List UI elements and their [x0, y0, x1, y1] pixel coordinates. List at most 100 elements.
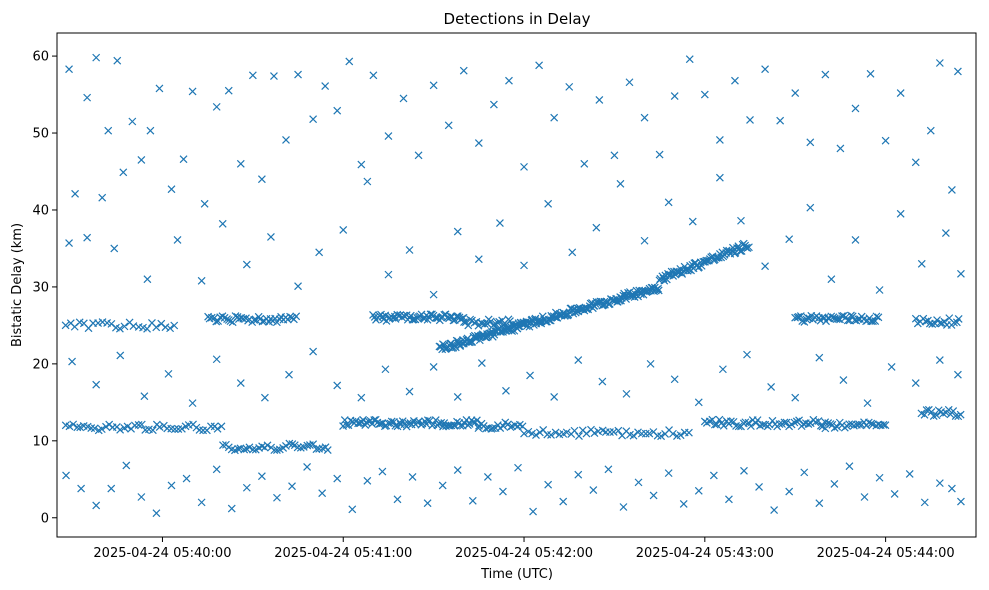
- data-point-416: [423, 315, 432, 324]
- data-point-845: [321, 82, 330, 91]
- data-point-828: [128, 117, 137, 126]
- data-point-1026: [947, 484, 956, 493]
- data-point-1020: [860, 493, 869, 501]
- data-point-982: [288, 482, 296, 491]
- data-point-26: [155, 423, 164, 431]
- data-point-301: [932, 411, 941, 420]
- data-point-853: [429, 81, 438, 90]
- data-point-8: [90, 424, 99, 433]
- data-point-952: [622, 389, 631, 398]
- data-point-907: [474, 255, 483, 264]
- data-point-892: [110, 244, 119, 253]
- data-point-217: [685, 428, 693, 437]
- data-point-186: [562, 428, 571, 437]
- data-point-829: [137, 156, 146, 164]
- data-point-1007: [664, 469, 673, 478]
- data-point-304: [939, 409, 948, 418]
- data-point-901: [339, 226, 348, 234]
- data-point-197: [606, 428, 614, 436]
- data-point-967: [62, 471, 70, 480]
- data-point-923: [851, 236, 860, 244]
- data-point-865: [610, 151, 619, 160]
- data-point-832: [167, 185, 176, 194]
- y-tick-label: 10: [32, 434, 49, 449]
- data-point-962: [863, 399, 872, 408]
- data-point-299: [927, 408, 936, 416]
- data-point-850: [384, 132, 393, 141]
- data-point-456: [491, 319, 500, 328]
- data-point-533: [950, 318, 958, 327]
- data-point-859: [520, 162, 528, 171]
- data-point-1010: [709, 471, 718, 480]
- data-point-964: [911, 379, 920, 388]
- data-point-927: [941, 229, 950, 237]
- data-point-819: [745, 243, 753, 252]
- data-point-953: [646, 359, 655, 368]
- data-point-65: [281, 442, 290, 450]
- data-point-963: [887, 363, 896, 371]
- data-point-975: [182, 474, 191, 483]
- data-point-933: [164, 369, 173, 378]
- data-point-199: [614, 426, 623, 435]
- data-point-857: [489, 100, 498, 109]
- data-point-826: [113, 56, 122, 65]
- data-point-961: [839, 376, 848, 384]
- data-point-999: [544, 480, 553, 489]
- data-point-1: [65, 422, 74, 431]
- data-point-958: [767, 383, 776, 391]
- data-point-825: [104, 126, 113, 135]
- data-point-166: [499, 422, 508, 431]
- data-point-827: [119, 168, 128, 177]
- data-point-831: [155, 84, 164, 93]
- x-axis-title: Time (UTC): [480, 567, 553, 582]
- data-point-943: [405, 387, 414, 396]
- data-point-879: [821, 70, 830, 79]
- data-point-79: [323, 446, 332, 454]
- data-point-477: [803, 313, 812, 322]
- data-point-189: [575, 432, 583, 440]
- data-point-1000: [559, 497, 568, 506]
- data-point-1012: [740, 466, 748, 475]
- data-point-309: [951, 412, 960, 420]
- data-point-889: [953, 67, 962, 76]
- data-point-988: [378, 467, 387, 476]
- data-point-851: [399, 94, 408, 103]
- data-point-527: [936, 319, 944, 328]
- data-point-983: [303, 463, 312, 471]
- data-point-870: [685, 55, 694, 64]
- data-point-979: [242, 483, 251, 492]
- data-point-447: [472, 317, 481, 326]
- data-point-215: [676, 431, 685, 440]
- data-point-910: [544, 199, 553, 208]
- data-point-969: [92, 501, 101, 510]
- data-point-905: [429, 290, 438, 299]
- data-point-454: [486, 317, 495, 326]
- data-point-932: [140, 392, 149, 401]
- data-point-960: [815, 353, 824, 362]
- data-point-1001: [574, 470, 583, 479]
- data-point-274: [833, 422, 842, 431]
- data-point-875: [761, 65, 770, 74]
- data-point-866: [625, 78, 634, 87]
- data-point-297: [922, 406, 931, 415]
- data-point-876: [776, 116, 785, 125]
- data-point-1006: [649, 491, 658, 500]
- data-point-848: [357, 160, 366, 169]
- data-point-895: [197, 276, 206, 285]
- data-point-20: [134, 421, 143, 429]
- data-point-183: [551, 428, 560, 437]
- data-point-535: [954, 315, 963, 323]
- data-point-843: [294, 70, 302, 79]
- data-point-970: [107, 484, 116, 493]
- data-point-242: [759, 420, 767, 429]
- data-point-854: [444, 121, 453, 130]
- data-point-922: [827, 275, 836, 284]
- data-point-971: [122, 461, 131, 470]
- data-point-632: [537, 319, 546, 328]
- data-point-236: [744, 418, 753, 427]
- data-point-1013: [755, 483, 763, 491]
- data-point-240: [753, 416, 762, 425]
- data-point-917: [715, 173, 724, 182]
- x-tick-label: 2025-04-24 05:43:00: [636, 546, 774, 561]
- data-point-972: [137, 493, 146, 501]
